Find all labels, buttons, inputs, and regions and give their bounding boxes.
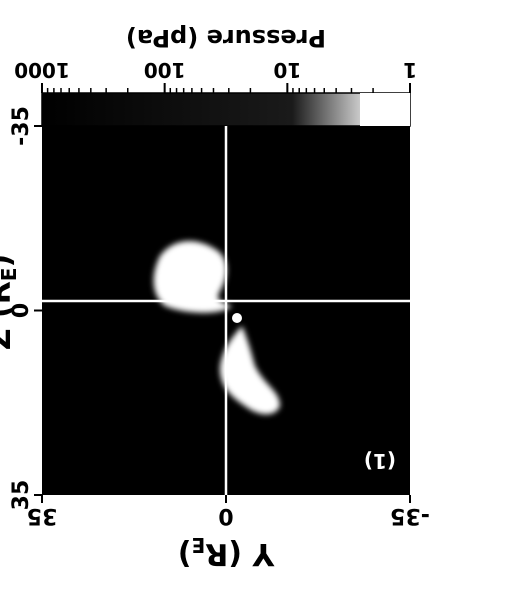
x-tick-label: 35: [27, 503, 58, 528]
panel-label: (1): [364, 449, 396, 473]
y-axis-label: Z (RE): [0, 254, 21, 350]
colorbar-tick-label: 1000: [14, 58, 70, 82]
y-tick-label: 0: [9, 303, 34, 318]
plasma-lobe-lower: [153, 241, 232, 313]
colorbar: 1 10 100 1000 Pressure (pPa): [14, 24, 417, 127]
colorbar-rect: [41, 92, 411, 127]
colorbar-ticks: 1 10 100 1000: [14, 58, 417, 93]
x-tick-label: 0: [218, 503, 233, 528]
x-axis-label-sub: E: [192, 533, 206, 557]
colorbar-tick-label: 100: [144, 58, 186, 82]
earth-marker: [232, 313, 242, 323]
colorbar-label: Pressure (pPa): [126, 24, 326, 52]
y-axis-label-sub: E: [0, 268, 21, 282]
x-axis-label-main: Y (R: [205, 536, 275, 571]
y-axis-label-main: Z (R: [0, 281, 18, 350]
x-tick-label: -35: [390, 503, 430, 528]
y-axis-label-close: ): [0, 254, 18, 268]
plasma-lobes: [153, 241, 280, 415]
x-axis-ticks: -35 0 35: [27, 495, 430, 528]
colorbar-tick-label: 1: [403, 58, 417, 82]
y-axis-ticks: -35 0 35: [9, 106, 42, 510]
x-axis-label: Y (RE): [178, 533, 275, 571]
y-tick-label: 35: [9, 480, 34, 511]
plasma-lobe-upper: [220, 326, 280, 415]
plot-area: (1): [42, 126, 410, 495]
colorbar-tick-label: 10: [273, 58, 301, 82]
x-axis-label-close: ): [178, 536, 192, 571]
colorbar-white-end: [360, 93, 410, 126]
y-tick-label: -35: [9, 106, 34, 146]
